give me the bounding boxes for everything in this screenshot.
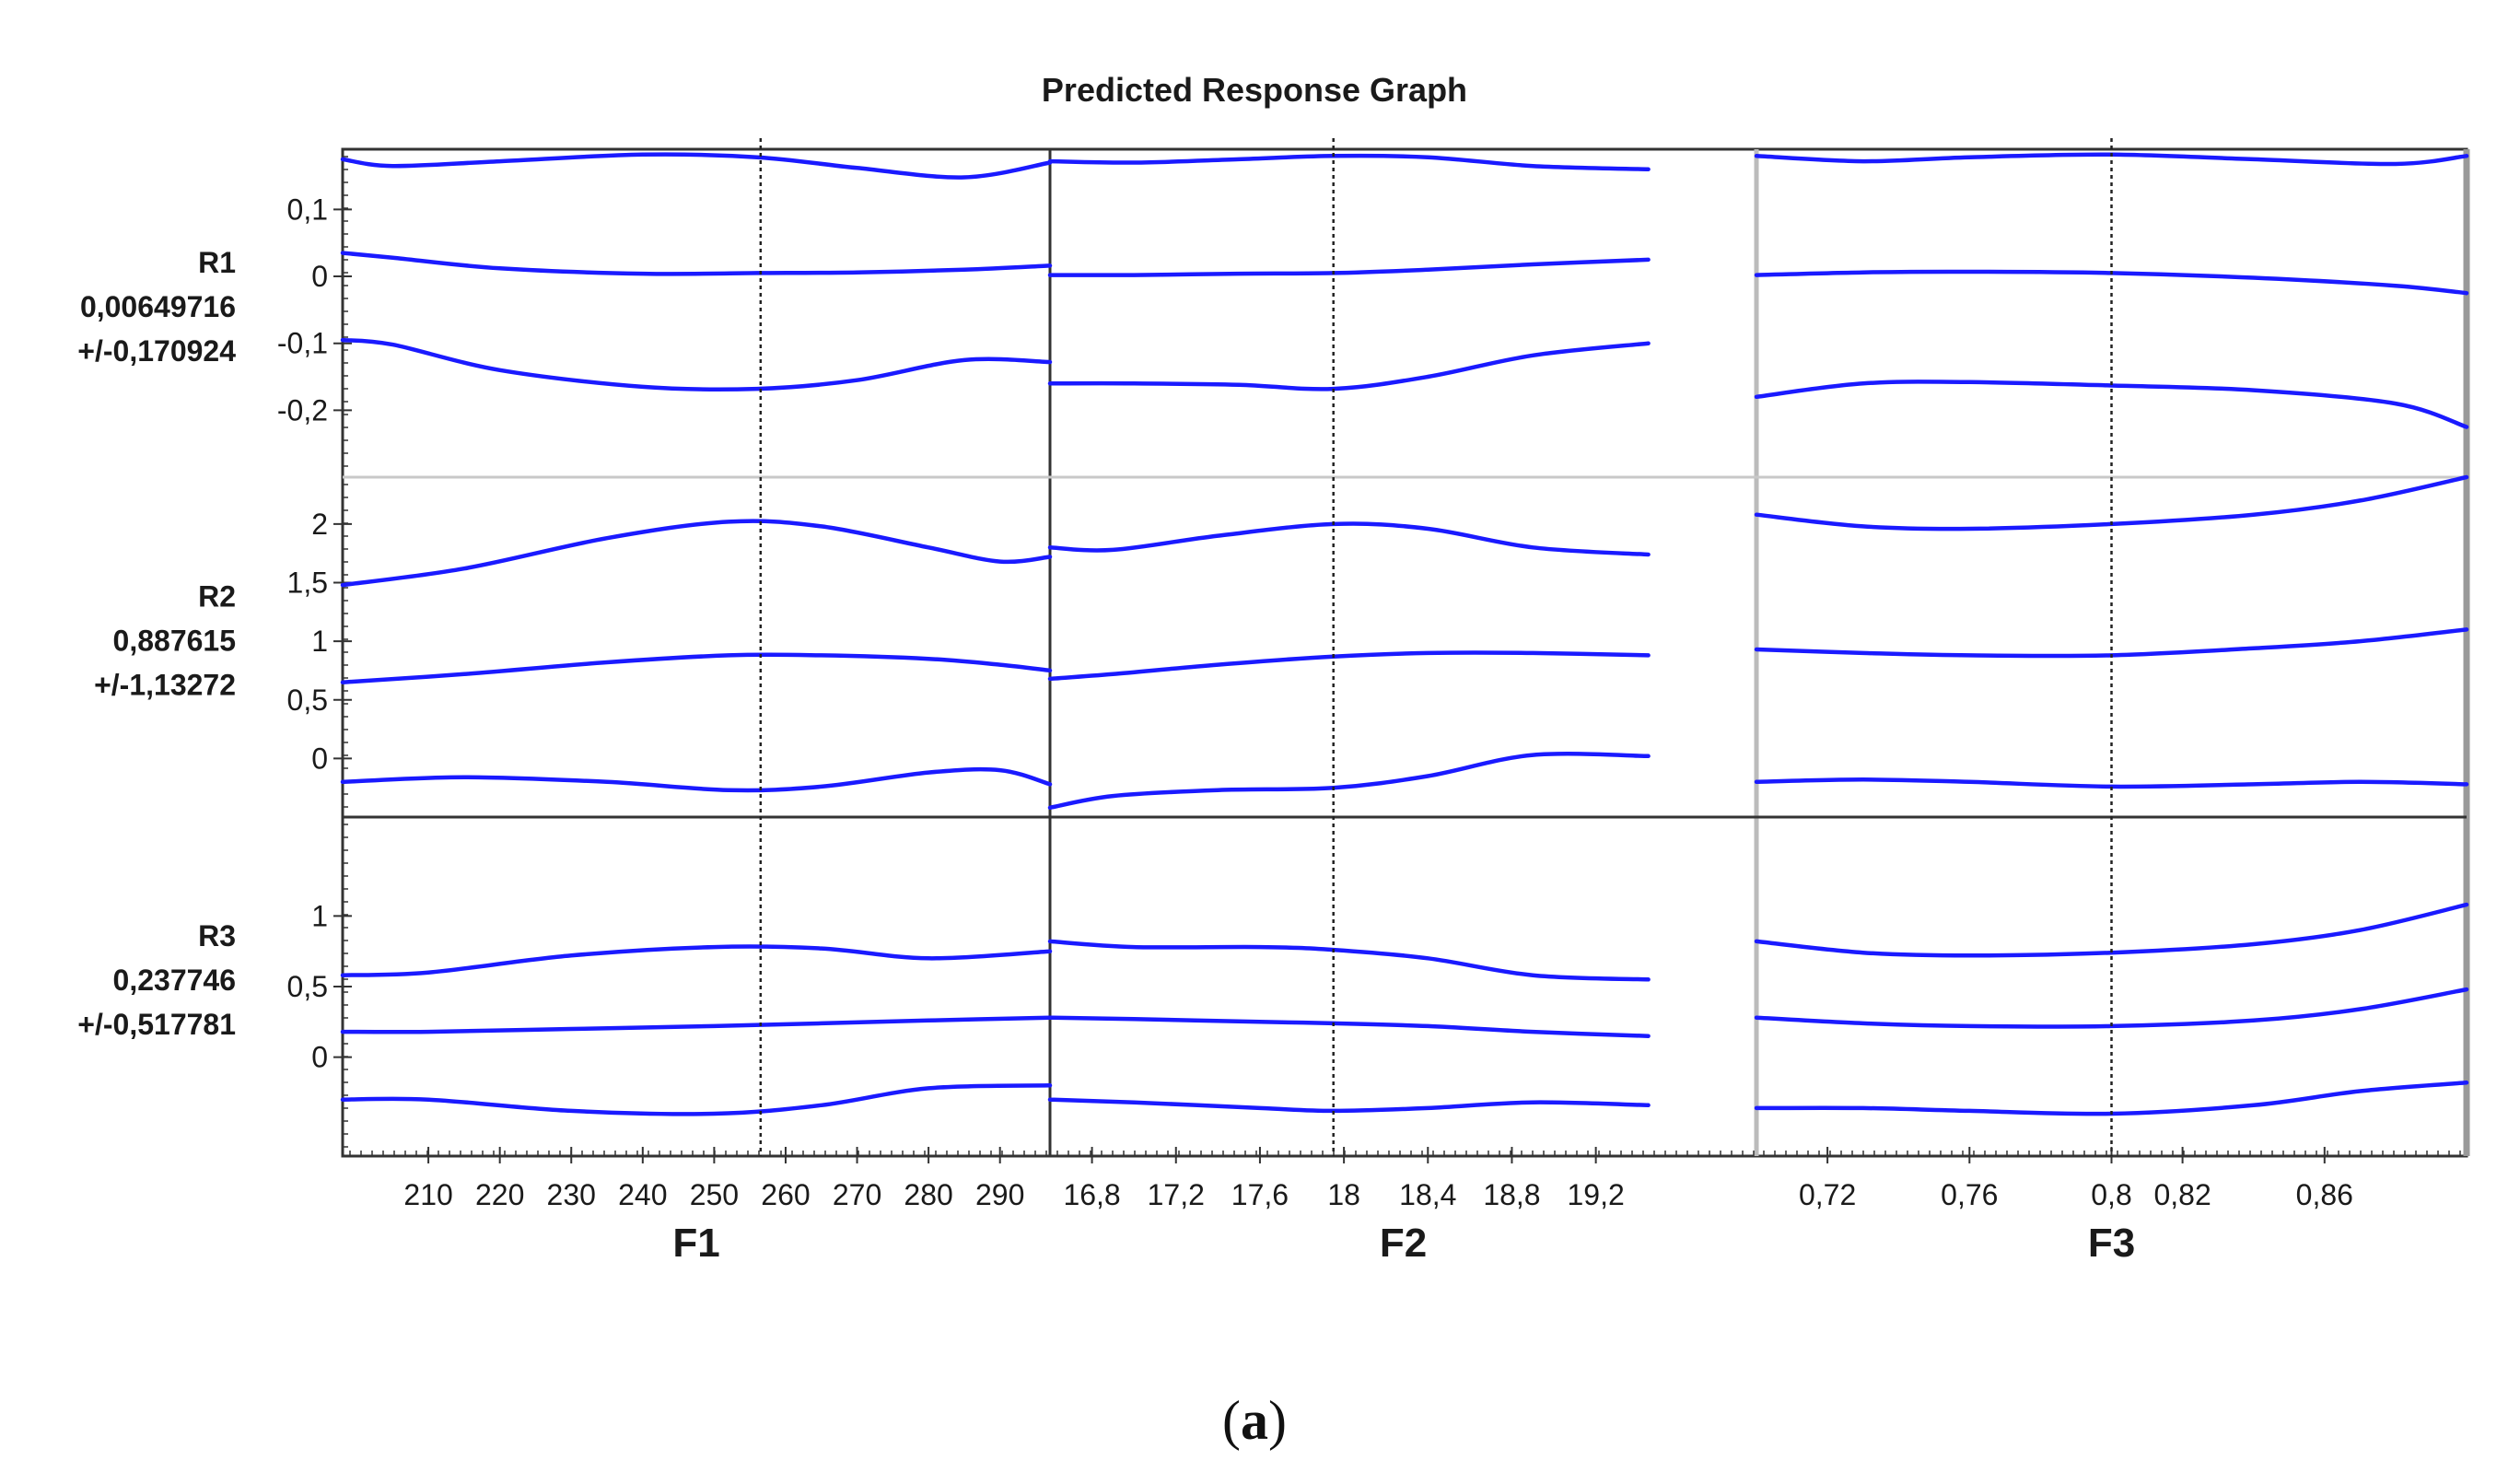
curve-R2-F1-mid [340,652,1053,684]
x-tick-label: 0,86 [2296,1178,2353,1211]
curve-R2-F1-upper [340,519,1053,588]
x-tick-label: 17,6 [1231,1178,1289,1211]
caption-label: a [1241,1390,1268,1451]
y-tick-label: 0,1 [287,193,328,226]
response-value: 0,00649716 [80,290,236,323]
response-ci: +/-1,13272 [94,669,236,702]
curve-R3-F2-upper [1047,939,1651,982]
x-tick-label: 230 [547,1178,596,1211]
y-tick-label: 0,5 [287,684,328,717]
x-tick-label: 18,8 [1483,1178,1540,1211]
factor-label: F3 [2088,1221,2135,1266]
y-tick-label: 0 [311,742,328,775]
response-ci: +/-0,517781 [77,1008,236,1041]
x-tick-label: 18 [1327,1178,1360,1211]
x-tick-label: 16,8 [1063,1178,1120,1211]
x-tick-label: 280 [904,1178,952,1211]
figure-caption: (a) [1222,1390,1287,1451]
response-name: R2 [198,580,236,613]
current-setting-lines [759,138,2113,1156]
curve-R2-F1-lower [340,766,1053,793]
x-tick-label: 250 [690,1178,739,1211]
curve-R3-F3-upper [1754,902,2469,958]
chart-title: Predicted Response Graph [1042,71,1467,109]
x-tick-label: 0,82 [2153,1178,2211,1211]
caption-open: ( [1222,1390,1241,1451]
curve-R1-F1-mid [340,251,1053,276]
axis-labels: 0,1 0 -0,1 -0,2 R1 0,00649716 +/-0,170924 2 1,5 1… [77,193,2353,1266]
x-tick-label: 0,72 [1799,1178,1856,1211]
x-tick-label: 0,76 [1941,1178,1998,1211]
y-tick-label: 2 [311,508,328,541]
y-tick-label: 1 [311,625,328,658]
factor-label: F1 [672,1221,719,1266]
y-tick-label: -0,2 [277,393,328,427]
caption-close: ) [1268,1390,1287,1451]
y-tick-label: 1,5 [287,567,328,600]
response-name: R1 [198,246,236,279]
curve-R1-F2-lower [1047,341,1651,391]
x-tick-label: 270 [833,1178,881,1211]
response-ci: +/-0,170924 [77,334,236,368]
y-tick-label: 1 [311,899,328,932]
curve-R3-F2-mid [1047,1015,1651,1038]
response-curves [340,152,2469,1116]
response-value: 0,887615 [113,625,236,658]
y-tick-label: -0,1 [277,327,328,360]
curve-R3-F1-lower [340,1083,1053,1116]
x-tick-label: 18,4 [1399,1178,1456,1211]
x-tick-label: 210 [403,1178,452,1211]
response-value: 0,237746 [113,964,236,997]
curve-R1-F3-lower [1754,380,2469,429]
curve-R1-F2-mid [1047,257,1651,277]
curve-R2-F2-mid [1047,650,1651,682]
x-tick-label: 0,8 [2091,1178,2131,1211]
curve-R1-F2-upper [1047,153,1651,172]
curve-R1-F3-mid [1754,269,2469,296]
curve-R1-F1-upper [340,152,1053,180]
curve-R2-F2-lower [1047,751,1651,811]
curve-R2-F3-lower [1754,777,2469,789]
x-tick-label: 220 [475,1178,524,1211]
x-tick-label: 19,2 [1567,1178,1624,1211]
curve-R1-F1-lower [340,337,1053,392]
response-name: R3 [198,919,236,952]
curve-R3-F1-upper [340,944,1053,977]
y-tick-label: 0 [311,260,328,293]
x-tick-label: 290 [975,1178,1024,1211]
x-tick-label: 260 [761,1178,810,1211]
gridlines [333,156,2461,1163]
curve-R2-F2-upper [1047,521,1651,557]
y-tick-label: 0 [311,1041,328,1074]
curve-R3-F1-mid [340,1015,1053,1034]
factor-label: F2 [1380,1221,1427,1266]
x-tick-label: 17,2 [1148,1178,1205,1211]
x-tick-label: 240 [618,1178,667,1211]
y-tick-label: 0,5 [287,970,328,1003]
curve-R3-F2-lower [1047,1097,1651,1114]
